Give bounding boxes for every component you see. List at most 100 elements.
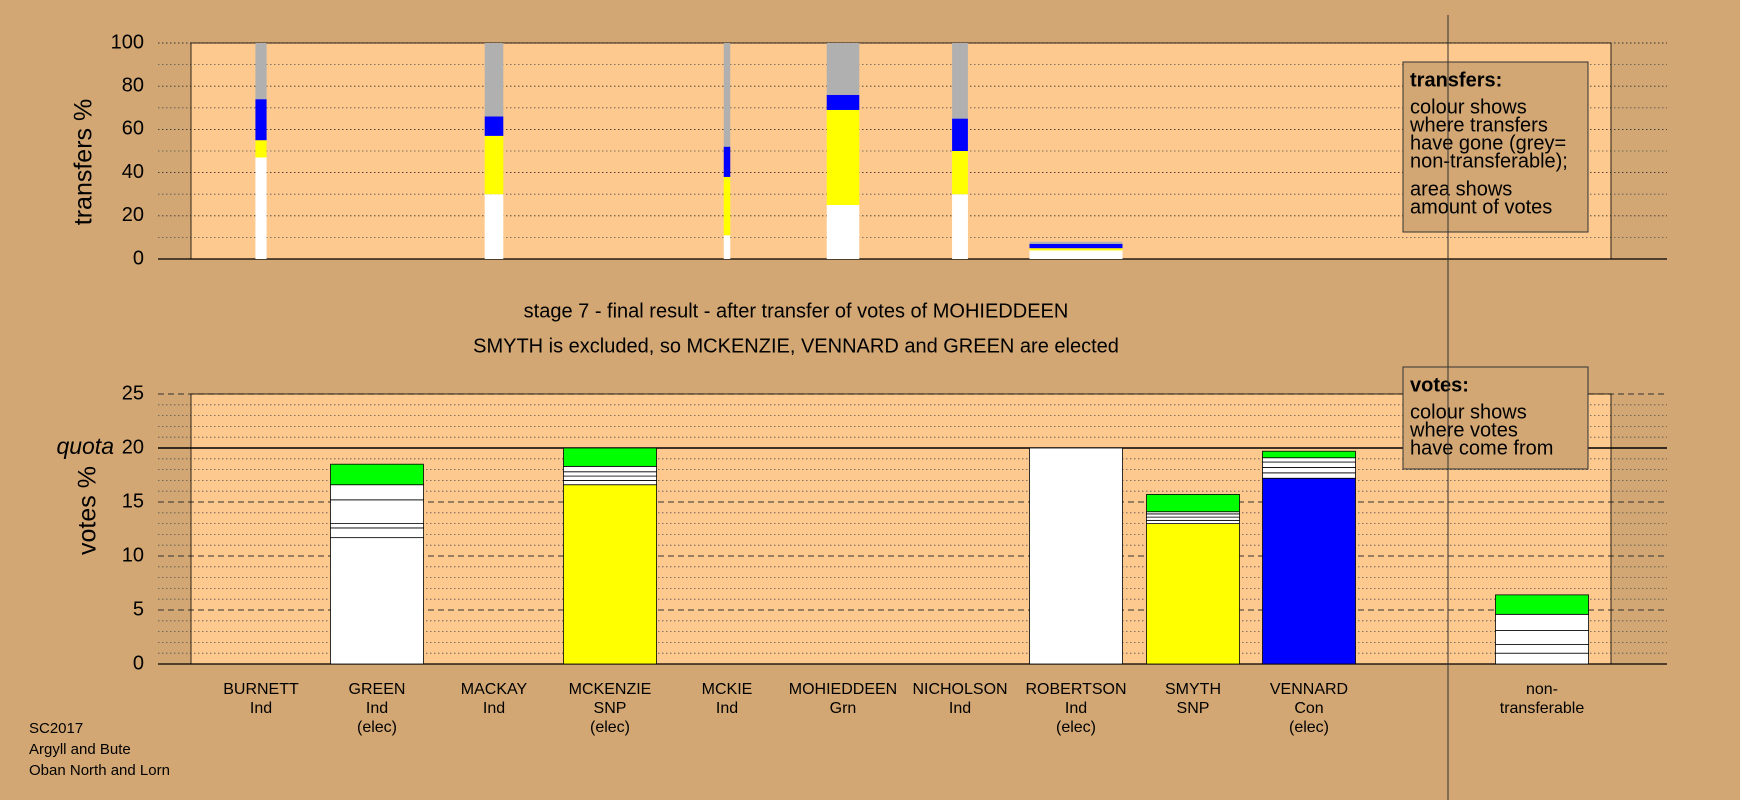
x-tick-label: Ind [716, 700, 738, 717]
bar-segment [826, 94, 860, 110]
bar-segment [563, 465, 657, 473]
bar-segment [1029, 250, 1123, 259]
x-tick-label: (elec) [590, 719, 630, 736]
x-tick-label: MOHIEDDEEN [789, 681, 897, 698]
bar-segment [255, 99, 267, 141]
bar-segment [255, 140, 267, 158]
y-axis-label: transfers % [70, 99, 98, 225]
x-tick-label: NICHOLSON [912, 681, 1007, 698]
legend-title: votes: [1410, 374, 1469, 396]
bar-segment [484, 194, 504, 259]
x-tick-label: GREEN [349, 681, 406, 698]
x-tick-label: Ind [1065, 700, 1087, 717]
x-tick-label: Ind [483, 700, 505, 717]
bar-segment [723, 176, 731, 236]
bar-segment [563, 475, 657, 481]
x-tick-label: MACKAY [461, 681, 528, 698]
bar-segment [484, 43, 504, 117]
y-tick-label: 20 [122, 436, 144, 458]
bar-segment [1146, 494, 1240, 513]
bar-segment [952, 43, 968, 119]
y-tick-label: 80 [122, 74, 144, 96]
y-tick-label: 100 [111, 31, 144, 53]
legend-box [1402, 61, 1589, 233]
bar-segment [952, 118, 968, 151]
bar-segment [484, 135, 504, 195]
bar-segment [1029, 447, 1123, 665]
x-tick-label: (elec) [1289, 719, 1329, 736]
legend-text: where votes [1409, 419, 1518, 441]
y-tick-label: 5 [133, 598, 144, 620]
legend-text: where transfers [1409, 114, 1548, 136]
x-tick-label: (elec) [1056, 719, 1096, 736]
bar-segment [723, 43, 731, 147]
bar-segment [563, 447, 657, 467]
bar-segment [952, 151, 968, 195]
x-tick-label: Ind [250, 700, 272, 717]
bar-segment [330, 527, 424, 539]
bar-segment [330, 523, 424, 529]
bar-segment [1262, 457, 1356, 463]
bar-segment [1146, 513, 1240, 518]
bar-segment [563, 479, 657, 486]
legend-title: transfers: [1410, 69, 1502, 91]
bar-segment [1029, 241, 1123, 244]
footer-text: SC2017 [29, 720, 83, 737]
bar-segment [723, 235, 731, 259]
y-axis-label: votes % [74, 466, 102, 555]
legend-box [1402, 366, 1589, 470]
y-tick-label: 40 [122, 161, 144, 183]
plot-area [191, 394, 1611, 664]
y-tick-label: 60 [122, 118, 144, 140]
bar-segment [826, 43, 860, 95]
chart-title: SMYTH is excluded, so MCKENZIE, VENNARD … [473, 335, 1119, 357]
bar-segment [1262, 450, 1356, 459]
x-tick-label: ROBERTSON [1025, 681, 1126, 698]
quota-label: quota [56, 433, 114, 459]
x-tick-label: BURNETT [223, 681, 299, 698]
x-tick-label: (elec) [357, 719, 397, 736]
bar-segment [1262, 477, 1356, 665]
legend-text: have come from [1410, 437, 1553, 459]
bar-segment [1029, 243, 1123, 249]
legend-text: have gone (grey= [1410, 132, 1566, 154]
y-tick-label: 0 [133, 247, 144, 269]
bar-segment [255, 43, 267, 100]
bar-segment [330, 463, 424, 486]
plot-frame [190, 393, 1612, 665]
bar-segment [330, 537, 424, 665]
x-tick-label: SNP [1177, 700, 1210, 717]
y-tick-label: 25 [122, 382, 144, 404]
bar-segment [1262, 467, 1356, 474]
bar-segment [563, 484, 657, 665]
plot-frame [190, 42, 1612, 260]
x-tick-label: MCKENZIE [569, 681, 652, 698]
x-tick-label: SNP [594, 700, 627, 717]
y-tick-label: 15 [122, 490, 144, 512]
bar-segment [723, 146, 731, 177]
bar-segment [1146, 523, 1240, 665]
bar-segment [1029, 248, 1123, 251]
bar-segment [1495, 630, 1589, 645]
x-tick-label: Con [1294, 700, 1323, 717]
y-tick-label: 0 [133, 652, 144, 674]
x-tick-label: transferable [1500, 700, 1585, 717]
legend-text: colour shows [1410, 401, 1527, 423]
x-tick-label: Ind [366, 700, 388, 717]
bar-segment [255, 157, 267, 259]
bar-segment [563, 471, 657, 477]
bar-segment [330, 484, 424, 501]
legend-text: non-transferable); [1410, 150, 1568, 172]
bar-segment [1495, 644, 1589, 654]
x-tick-label: VENNARD [1270, 681, 1348, 698]
bar-segment [1146, 519, 1240, 524]
x-tick-label: MCKIE [702, 681, 753, 698]
legend-text: amount of votes [1410, 196, 1552, 218]
chart-title: stage 7 - final result - after transfer … [524, 300, 1069, 322]
bar-segment [1262, 472, 1356, 479]
bar-segment [484, 116, 504, 136]
bar-segment [1262, 461, 1356, 468]
y-tick-label: 20 [122, 204, 144, 226]
y-tick-label: 10 [122, 544, 144, 566]
